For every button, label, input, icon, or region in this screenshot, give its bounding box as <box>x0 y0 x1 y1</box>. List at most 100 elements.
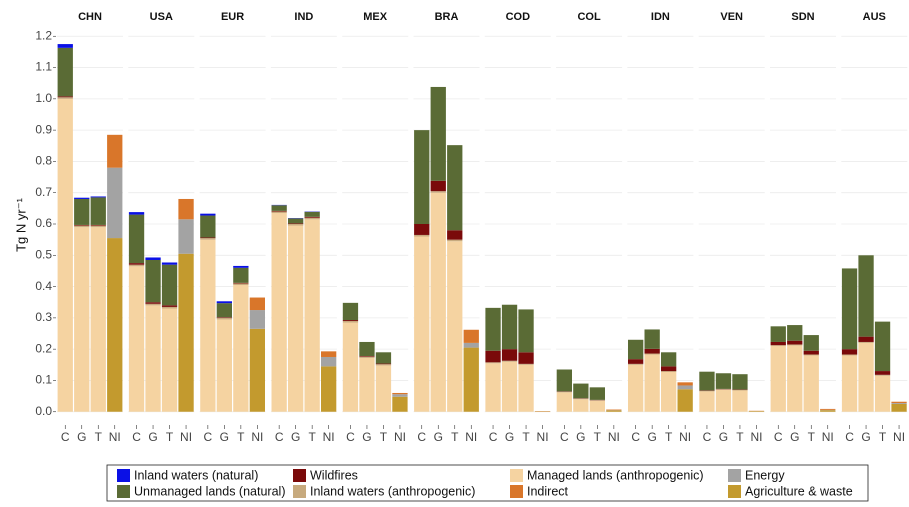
bar-segment <box>661 371 676 372</box>
y-tick-label: 0.6 <box>35 216 52 230</box>
bar-segment <box>699 391 714 392</box>
x-tick-label: NI <box>180 430 192 444</box>
bar-segment <box>129 266 144 412</box>
bar-segment <box>343 321 358 323</box>
legend-key <box>728 485 741 498</box>
x-tick-label: T <box>594 430 602 444</box>
x-tick-label: T <box>95 430 103 444</box>
bar-segment <box>305 219 320 411</box>
bar-segment <box>771 346 786 412</box>
bar-segment <box>91 196 106 197</box>
bar-segment <box>771 326 786 342</box>
bar-segment <box>431 191 446 193</box>
x-tick-label: NI <box>537 430 549 444</box>
bar-segment <box>749 411 764 412</box>
bar-segment <box>661 366 676 371</box>
bar-segment <box>376 365 391 411</box>
x-tick-label: NI <box>608 430 620 444</box>
bar-segment <box>414 235 429 237</box>
legend-label: Energy <box>745 468 785 482</box>
bar-segment <box>820 409 835 410</box>
bar-segment <box>716 373 731 389</box>
x-tick-label: T <box>237 430 245 444</box>
bar-segment <box>217 301 232 303</box>
bar-segment <box>485 351 500 363</box>
x-tick-label: C <box>845 430 854 444</box>
bar-segment <box>590 401 605 412</box>
bar-segment <box>359 358 374 412</box>
bar-segment <box>129 265 144 267</box>
bar-segment <box>502 361 517 362</box>
bar-segment <box>464 330 479 343</box>
bar-segment <box>732 374 747 389</box>
bar-segment <box>58 44 73 48</box>
bar-segment <box>485 362 500 363</box>
bar-segment <box>321 366 336 411</box>
bar-segment <box>162 308 177 411</box>
bar-segment <box>787 345 802 411</box>
bar-segment <box>661 352 676 366</box>
legend-key <box>293 469 306 482</box>
x-tick-label: C <box>560 430 569 444</box>
legend-key <box>293 485 306 498</box>
bar-segment <box>464 343 479 348</box>
bar-segment <box>233 283 248 284</box>
y-axis-label: Tg N yr⁻¹ <box>13 197 28 251</box>
bar-segment <box>343 320 358 321</box>
bar-segment <box>359 356 374 357</box>
x-tick-label: T <box>166 430 174 444</box>
bar-segment <box>590 387 605 400</box>
bar-segment <box>716 389 731 390</box>
bar-segment <box>678 385 693 389</box>
y-tick-label: 1.1 <box>35 60 52 74</box>
bar-segment <box>518 364 533 365</box>
bar-segment <box>359 342 374 356</box>
bar-segment <box>200 240 215 412</box>
bar-segment <box>162 305 177 307</box>
x-tick-label: G <box>505 430 514 444</box>
panel-label: VEN <box>720 11 743 23</box>
bar-segment <box>145 257 160 260</box>
bar-segment <box>145 305 160 411</box>
bar-segment <box>858 343 873 412</box>
bar-segment <box>376 352 391 363</box>
panel-label: MEX <box>363 11 388 23</box>
x-tick-label: NI <box>679 430 691 444</box>
x-tick-label: C <box>346 430 355 444</box>
bar-segment <box>288 224 303 226</box>
bar-segment <box>431 181 446 191</box>
legend-key <box>117 469 130 482</box>
x-tick-label: T <box>380 430 388 444</box>
bar-segment <box>129 212 144 215</box>
bar-segment <box>162 307 177 309</box>
bar-segment <box>891 403 906 404</box>
bar-segment <box>107 238 122 412</box>
panel-label: CHN <box>78 11 102 23</box>
bar-segment <box>699 372 714 391</box>
x-tick-label: T <box>665 430 673 444</box>
bar-segment <box>129 263 144 265</box>
x-tick-label: T <box>808 430 816 444</box>
x-tick-label: NI <box>109 430 121 444</box>
bar-segment <box>464 348 479 412</box>
y-tick-label: 1.0 <box>35 91 52 105</box>
bar-segment <box>842 354 857 355</box>
x-tick-label: G <box>77 430 86 444</box>
bar-segment <box>485 308 500 351</box>
bar-segment <box>891 402 906 403</box>
bar-segment <box>842 268 857 349</box>
y-tick-label: 1.2 <box>35 28 52 42</box>
bar-segment <box>485 363 500 412</box>
x-tick-label: G <box>291 430 300 444</box>
bar-segment <box>771 345 786 346</box>
bar-segment <box>573 384 588 399</box>
legend-label: Unmanaged lands (natural) <box>134 484 285 498</box>
bar-segment <box>414 130 429 224</box>
bar-segment <box>787 325 802 341</box>
legend-key <box>510 485 523 498</box>
x-tick-label: NI <box>822 430 834 444</box>
bar-segment <box>771 342 786 345</box>
legend-label: Inland waters (anthropogenic) <box>310 484 475 498</box>
panel-label: SDN <box>791 11 814 23</box>
bar-segment <box>305 212 320 217</box>
